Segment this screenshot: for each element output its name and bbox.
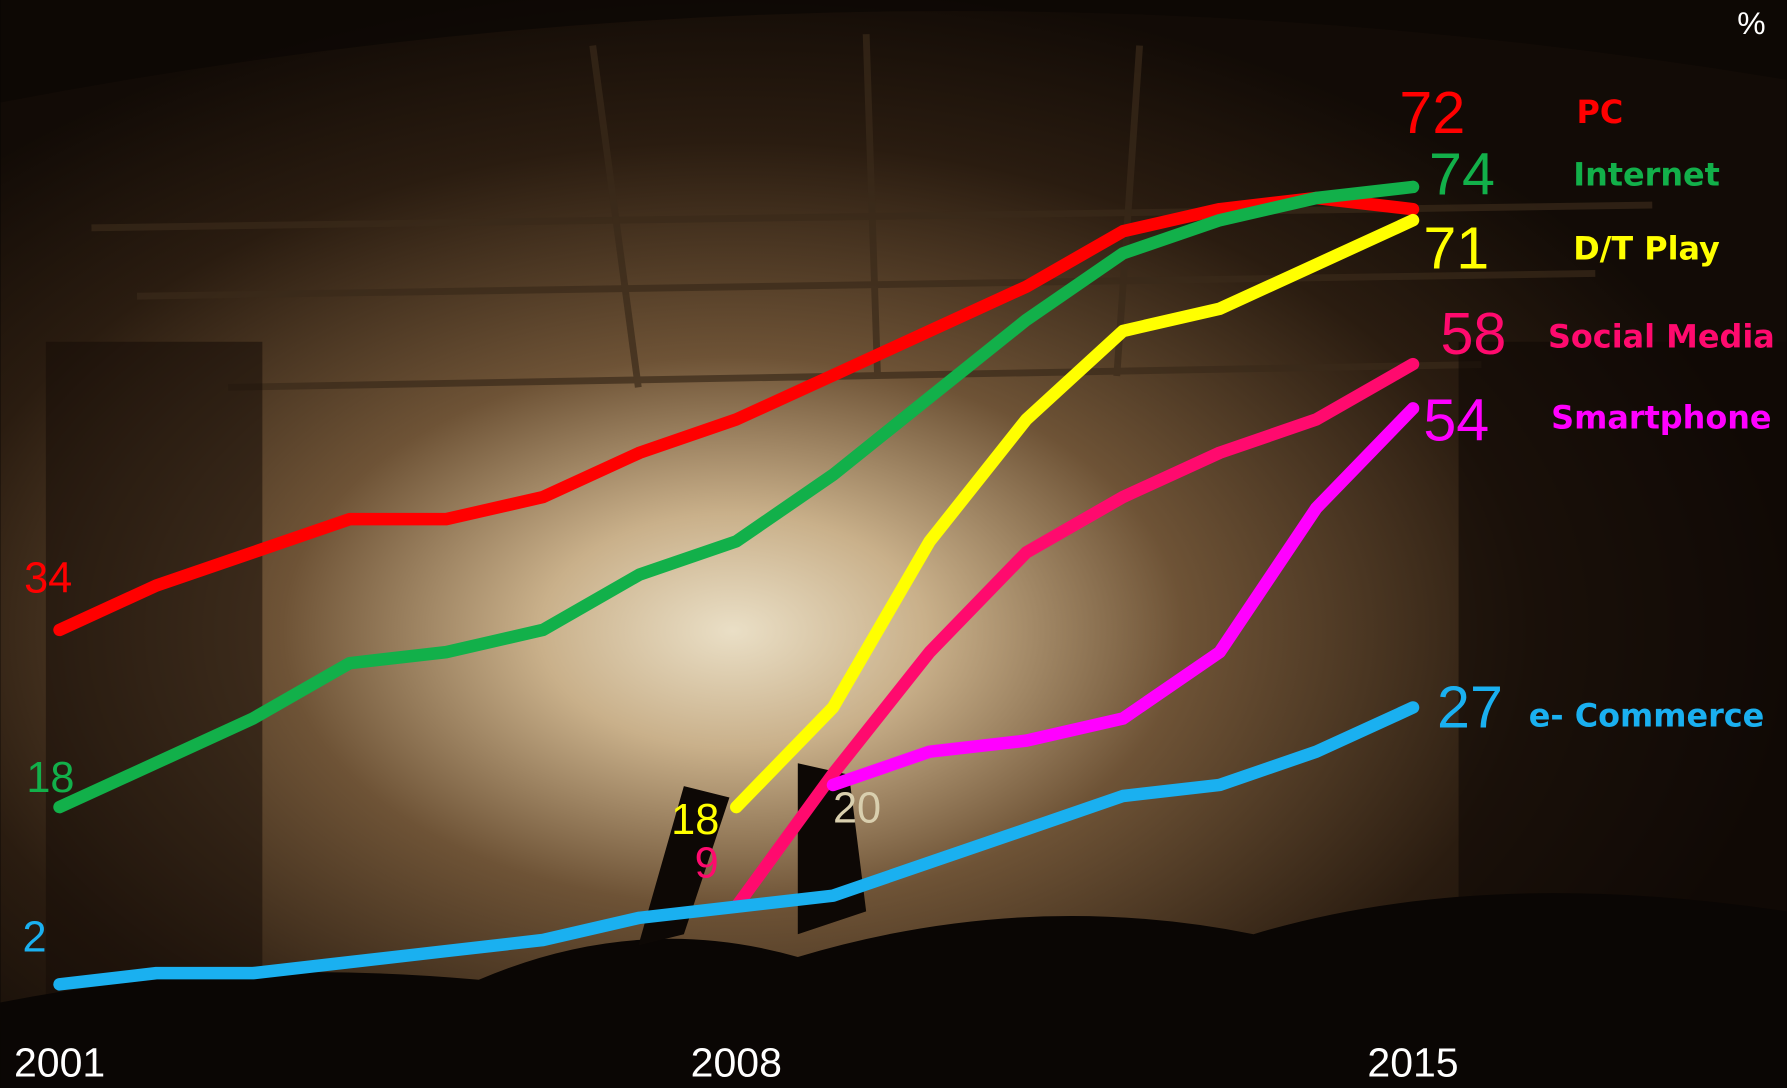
end-value-label: 71 <box>1423 215 1489 282</box>
start-value-label: 18 <box>26 754 74 802</box>
legend-label: Smartphone <box>1551 398 1771 436</box>
start-value-label: 34 <box>24 554 72 602</box>
chart: % 2001 2008 2015 34 72 PC 18 74 Internet 18 71 D/T … <box>0 0 1787 1088</box>
start-value-label: 20 <box>833 785 881 833</box>
end-value-label: 58 <box>1440 300 1506 367</box>
start-value-label: 18 <box>671 796 719 844</box>
unit-label: % <box>1737 5 1765 41</box>
end-value-label: 74 <box>1429 141 1495 208</box>
side-wall <box>46 342 262 1026</box>
legend-label: Internet <box>1573 156 1720 194</box>
end-value-label: 54 <box>1423 387 1489 454</box>
legend-label: e- Commerce <box>1529 697 1765 735</box>
end-value-label: 27 <box>1437 674 1503 741</box>
start-value-label: 2 <box>22 913 46 961</box>
legend-label: D/T Play <box>1573 230 1720 268</box>
legend-label: Social Media <box>1548 317 1775 355</box>
x-tick-label: 2015 <box>1367 1040 1458 1086</box>
x-tick-label: 2008 <box>691 1040 782 1086</box>
x-tick-label: 2001 <box>14 1040 105 1086</box>
legend-label: PC <box>1576 93 1623 131</box>
start-value-label: 9 <box>695 839 719 887</box>
end-value-label: 72 <box>1399 79 1465 146</box>
